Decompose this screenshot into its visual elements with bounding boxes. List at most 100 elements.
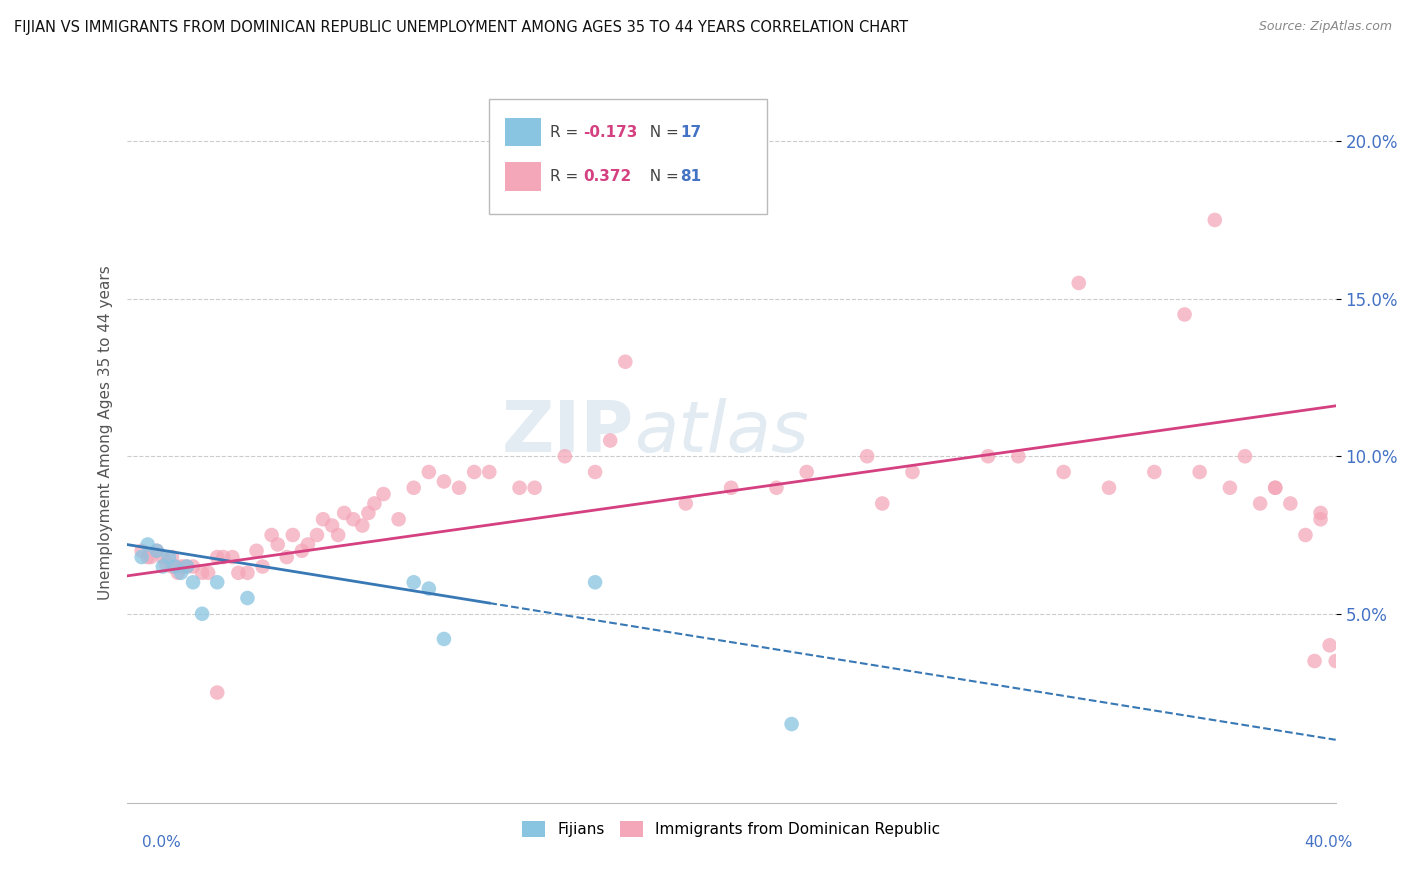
Point — [1234, 449, 1257, 463]
Text: N =: N = — [641, 169, 685, 184]
Point — [402, 575, 425, 590]
Point — [583, 575, 606, 590]
Point — [1143, 465, 1166, 479]
Point — [1053, 465, 1076, 479]
Point — [1324, 654, 1347, 668]
Point — [583, 465, 606, 479]
Point — [191, 566, 214, 580]
Text: 40.0%: 40.0% — [1305, 836, 1353, 850]
Point — [1204, 213, 1226, 227]
Point — [160, 559, 183, 574]
Point — [901, 465, 924, 479]
Point — [170, 559, 193, 574]
Point — [1309, 512, 1331, 526]
Point — [418, 582, 440, 596]
Point — [131, 550, 153, 565]
Point — [796, 465, 818, 479]
Point — [305, 528, 328, 542]
Point — [418, 465, 440, 479]
Legend: Fijians, Immigrants from Dominican Republic: Fijians, Immigrants from Dominican Repub… — [516, 815, 946, 843]
Point — [675, 496, 697, 510]
Point — [326, 528, 350, 542]
Text: N =: N = — [641, 125, 685, 139]
Point — [245, 543, 267, 558]
Text: 81: 81 — [681, 169, 702, 184]
Point — [765, 481, 787, 495]
Point — [523, 481, 546, 495]
FancyBboxPatch shape — [505, 162, 541, 191]
Point — [276, 550, 298, 565]
Point — [205, 575, 228, 590]
Point — [281, 528, 304, 542]
Point — [1007, 449, 1029, 463]
Point — [139, 550, 162, 565]
Point — [155, 557, 177, 571]
Point — [146, 543, 169, 558]
Point — [780, 717, 803, 731]
Point — [170, 566, 193, 580]
Point — [373, 487, 395, 501]
Point — [236, 566, 259, 580]
Point — [554, 449, 576, 463]
Point — [342, 512, 364, 526]
Point — [333, 506, 356, 520]
Point — [1098, 481, 1121, 495]
Point — [167, 566, 190, 580]
Point — [357, 506, 380, 520]
Text: 0.372: 0.372 — [583, 169, 631, 184]
Point — [433, 475, 456, 489]
Point — [191, 607, 214, 621]
Point — [205, 550, 228, 565]
Point — [136, 550, 159, 565]
Point — [163, 559, 186, 574]
Point — [197, 566, 219, 580]
Point — [131, 543, 153, 558]
Point — [297, 537, 319, 551]
Point — [181, 559, 204, 574]
Point — [152, 559, 174, 574]
Point — [614, 355, 637, 369]
Text: 17: 17 — [681, 125, 702, 139]
Point — [509, 481, 531, 495]
Point — [291, 543, 314, 558]
Point — [1264, 481, 1286, 495]
Point — [173, 559, 195, 574]
Point — [872, 496, 894, 510]
Point — [176, 559, 198, 574]
Point — [1188, 465, 1211, 479]
Y-axis label: Unemployment Among Ages 35 to 44 years: Unemployment Among Ages 35 to 44 years — [97, 265, 112, 600]
Point — [1294, 528, 1316, 542]
Text: Source: ZipAtlas.com: Source: ZipAtlas.com — [1258, 20, 1392, 33]
Point — [160, 550, 183, 565]
Point — [152, 550, 174, 565]
Point — [1309, 506, 1331, 520]
Point — [176, 559, 198, 574]
Text: atlas: atlas — [634, 398, 808, 467]
Point — [402, 481, 425, 495]
Point — [163, 559, 186, 574]
Point — [388, 512, 411, 526]
Point — [312, 512, 335, 526]
FancyBboxPatch shape — [489, 99, 768, 214]
Point — [363, 496, 385, 510]
Point — [1173, 308, 1195, 322]
Point — [463, 465, 485, 479]
Point — [977, 449, 1000, 463]
Point — [267, 537, 290, 551]
Point — [1303, 654, 1326, 668]
Text: R =: R = — [550, 125, 583, 139]
Point — [252, 559, 274, 574]
Point — [157, 550, 180, 565]
Point — [205, 685, 228, 699]
Point — [352, 518, 374, 533]
Point — [1319, 638, 1341, 652]
Point — [599, 434, 621, 448]
Point — [1067, 276, 1090, 290]
Point — [720, 481, 742, 495]
Point — [478, 465, 501, 479]
Text: 0.0%: 0.0% — [142, 836, 181, 850]
Point — [236, 591, 259, 605]
Point — [228, 566, 250, 580]
Point — [1219, 481, 1241, 495]
Point — [1264, 481, 1286, 495]
